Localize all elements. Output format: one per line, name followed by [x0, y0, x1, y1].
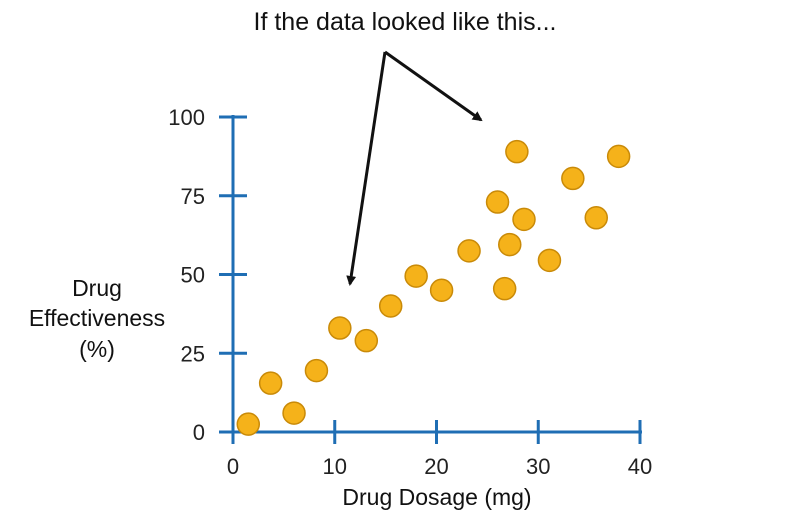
y-axis: 0 25 50 75 100 [168, 105, 247, 445]
y-axis-label-line-2: Effectiveness [29, 305, 165, 331]
y-tick-label: 100 [168, 105, 205, 130]
y-tick-label: 25 [181, 341, 205, 366]
data-point [328, 316, 352, 340]
annotation-arrow-down [346, 51, 387, 286]
data-point [505, 139, 529, 164]
data-point [512, 207, 536, 232]
x-axis: 0 10 20 30 40 [227, 420, 652, 479]
data-point [282, 401, 306, 425]
data-points [236, 139, 631, 436]
data-point [498, 232, 522, 257]
data-point [404, 264, 428, 288]
data-point [429, 278, 454, 302]
data-point [236, 412, 261, 436]
x-axis-label: Drug Dosage (mg) [342, 484, 531, 510]
data-point [378, 294, 403, 318]
x-tick-label: 10 [323, 454, 347, 479]
y-axis-label-line-1: Drug [72, 275, 122, 301]
x-tick-label: 30 [526, 454, 550, 479]
annotation-arrow-right [384, 50, 483, 122]
data-point [537, 248, 562, 273]
data-point [492, 276, 517, 301]
data-point [606, 144, 631, 169]
data-point [304, 358, 329, 383]
data-point [354, 328, 379, 353]
y-tick-label: 75 [181, 184, 205, 209]
annotation-text: If the data looked like this... [254, 8, 557, 36]
y-tick-label: 0 [193, 420, 205, 445]
data-point [457, 239, 481, 263]
data-point [561, 166, 585, 191]
x-tick-label: 40 [628, 454, 652, 479]
x-tick-label: 20 [424, 454, 448, 479]
data-point [584, 206, 608, 230]
y-tick-label: 50 [181, 263, 205, 288]
data-point [258, 371, 283, 395]
y-axis-label-line-3: (%) [79, 336, 115, 362]
x-tick-label: 0 [227, 454, 239, 479]
data-point [485, 190, 510, 214]
